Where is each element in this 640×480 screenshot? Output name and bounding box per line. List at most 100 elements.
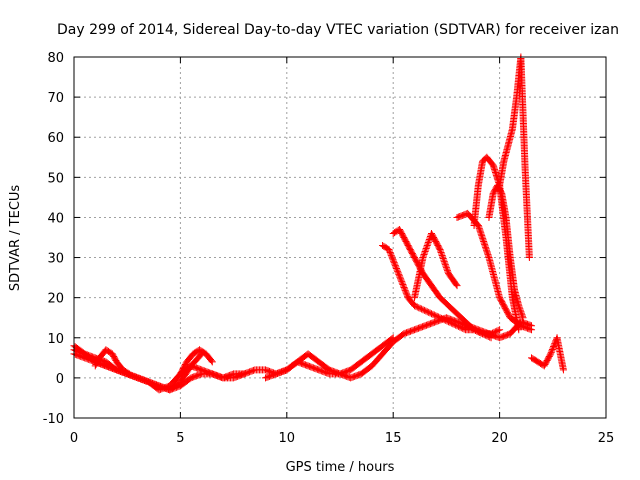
data-point <box>208 358 216 366</box>
data-point <box>207 357 215 365</box>
data-point <box>443 267 451 275</box>
data-point <box>397 276 405 284</box>
plot-frame <box>73 56 607 419</box>
data-point <box>388 254 396 262</box>
data-point <box>519 314 527 322</box>
data-point <box>396 273 404 281</box>
data-point <box>433 312 441 320</box>
data-point <box>436 314 444 322</box>
data-point <box>419 306 427 314</box>
data-point <box>422 245 430 253</box>
data-point <box>391 260 399 268</box>
y-tick-label: 60 <box>47 131 64 146</box>
data-point <box>438 252 446 260</box>
data-point <box>442 264 450 272</box>
data-point <box>515 326 523 334</box>
series-arc-3 <box>70 346 248 394</box>
data-point <box>486 333 494 341</box>
data-point <box>490 328 498 336</box>
series-arc-13 <box>496 53 533 262</box>
data-point <box>497 188 505 196</box>
data-point <box>419 254 427 262</box>
axis-ticks: 0 5 10 15 20 25 -10 0 10 20 30 40 50 60 70 80 <box>43 51 615 446</box>
x-axis-label: GPS time / hours <box>286 460 395 475</box>
series-arc-11 <box>470 153 523 334</box>
data-point <box>549 344 557 352</box>
data-point <box>484 332 492 340</box>
data-point <box>528 326 536 334</box>
data-point <box>438 250 446 258</box>
data-point <box>447 319 455 327</box>
data-point <box>394 269 402 277</box>
data-point <box>428 310 436 318</box>
data-point <box>386 247 394 255</box>
y-tick-label: 80 <box>47 51 64 66</box>
data-point <box>548 347 556 355</box>
data-point <box>395 272 403 280</box>
x-tick-label: 20 <box>491 431 508 446</box>
data-point <box>425 236 433 244</box>
data-point <box>421 248 429 256</box>
data-point <box>548 345 556 353</box>
data-point <box>420 251 428 259</box>
data-point <box>441 259 449 267</box>
data-point <box>440 256 448 264</box>
data-point <box>450 320 458 328</box>
chart-title: Day 299 of 2014, Sidereal Day-to-day VTE… <box>57 22 619 38</box>
data-point <box>439 255 447 263</box>
x-tick-label: 10 <box>279 431 296 446</box>
data-point <box>437 249 445 257</box>
data-point <box>415 304 423 312</box>
data-point <box>420 252 428 260</box>
data-point <box>386 248 394 256</box>
data-point <box>547 348 555 356</box>
data-point <box>471 326 479 334</box>
data-point <box>446 318 454 326</box>
data-point <box>452 280 460 288</box>
data-point <box>424 240 432 248</box>
data-point <box>392 264 400 272</box>
data-point <box>422 307 430 315</box>
data-point <box>494 326 502 334</box>
y-tick-label: 40 <box>47 211 64 226</box>
data-point <box>394 267 402 275</box>
series-arc-7 <box>379 242 504 338</box>
data-point <box>425 237 433 245</box>
data-point <box>547 350 555 358</box>
data-point <box>515 303 523 311</box>
data-point <box>413 303 421 311</box>
data-point <box>398 279 406 287</box>
data-point <box>400 283 408 291</box>
y-tick-label: 10 <box>47 332 64 347</box>
data-point <box>385 246 393 254</box>
data-point <box>435 244 443 252</box>
grid <box>74 57 606 418</box>
data-point <box>454 322 462 330</box>
data-point <box>399 281 407 289</box>
data-point <box>525 254 533 262</box>
data-point <box>430 311 438 319</box>
y-axis-label: SDTVAR / TECUs <box>8 185 23 292</box>
data-point <box>518 312 526 320</box>
data-point <box>474 328 482 336</box>
y-tick-label: 0 <box>56 372 64 387</box>
data-point <box>459 324 467 332</box>
series-arc-14 <box>528 334 567 374</box>
data-point <box>412 302 420 310</box>
data-point <box>435 313 443 321</box>
data-point <box>388 253 396 261</box>
data-point <box>483 332 491 340</box>
data-point <box>424 239 432 247</box>
data-point <box>440 316 448 324</box>
data-point <box>240 370 248 378</box>
data-point <box>516 305 524 313</box>
series-arc-6 <box>262 314 536 382</box>
data-point <box>443 317 451 325</box>
y-tick-label: 30 <box>47 252 64 267</box>
data-point <box>518 311 526 319</box>
data-point <box>441 261 449 269</box>
data-point <box>395 270 403 278</box>
data-point <box>496 326 504 334</box>
data-point <box>423 242 431 250</box>
data-point <box>477 329 485 337</box>
